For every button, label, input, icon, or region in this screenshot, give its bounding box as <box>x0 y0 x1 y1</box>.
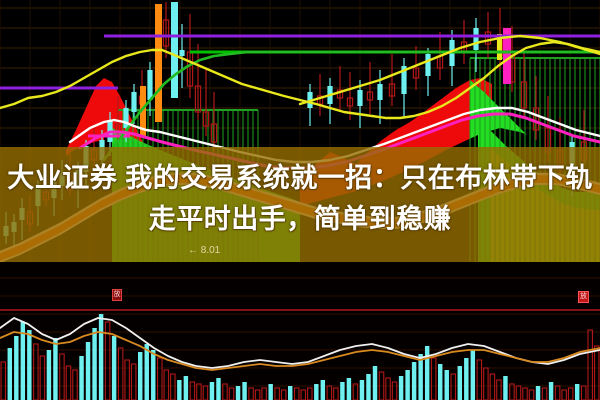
page-title: 大业证券 我的交易系统就一招：只在布林带下轨 走平时出手，简单到稳赚 <box>0 158 600 240</box>
headline-line-1: 大业证券 我的交易系统就一招：只在布林带下轨 <box>7 163 593 193</box>
headline-line-2: 走平时出手，简单到稳赚 <box>148 204 452 234</box>
volume-marker-mid: 放 <box>112 289 122 301</box>
price-annotation: ← 8.01 <box>188 245 221 256</box>
volume-marker-right: 放 <box>578 291 589 303</box>
volume-chart-svg <box>0 277 600 400</box>
headline-overlay <box>0 147 600 262</box>
volume-panel <box>0 262 600 400</box>
